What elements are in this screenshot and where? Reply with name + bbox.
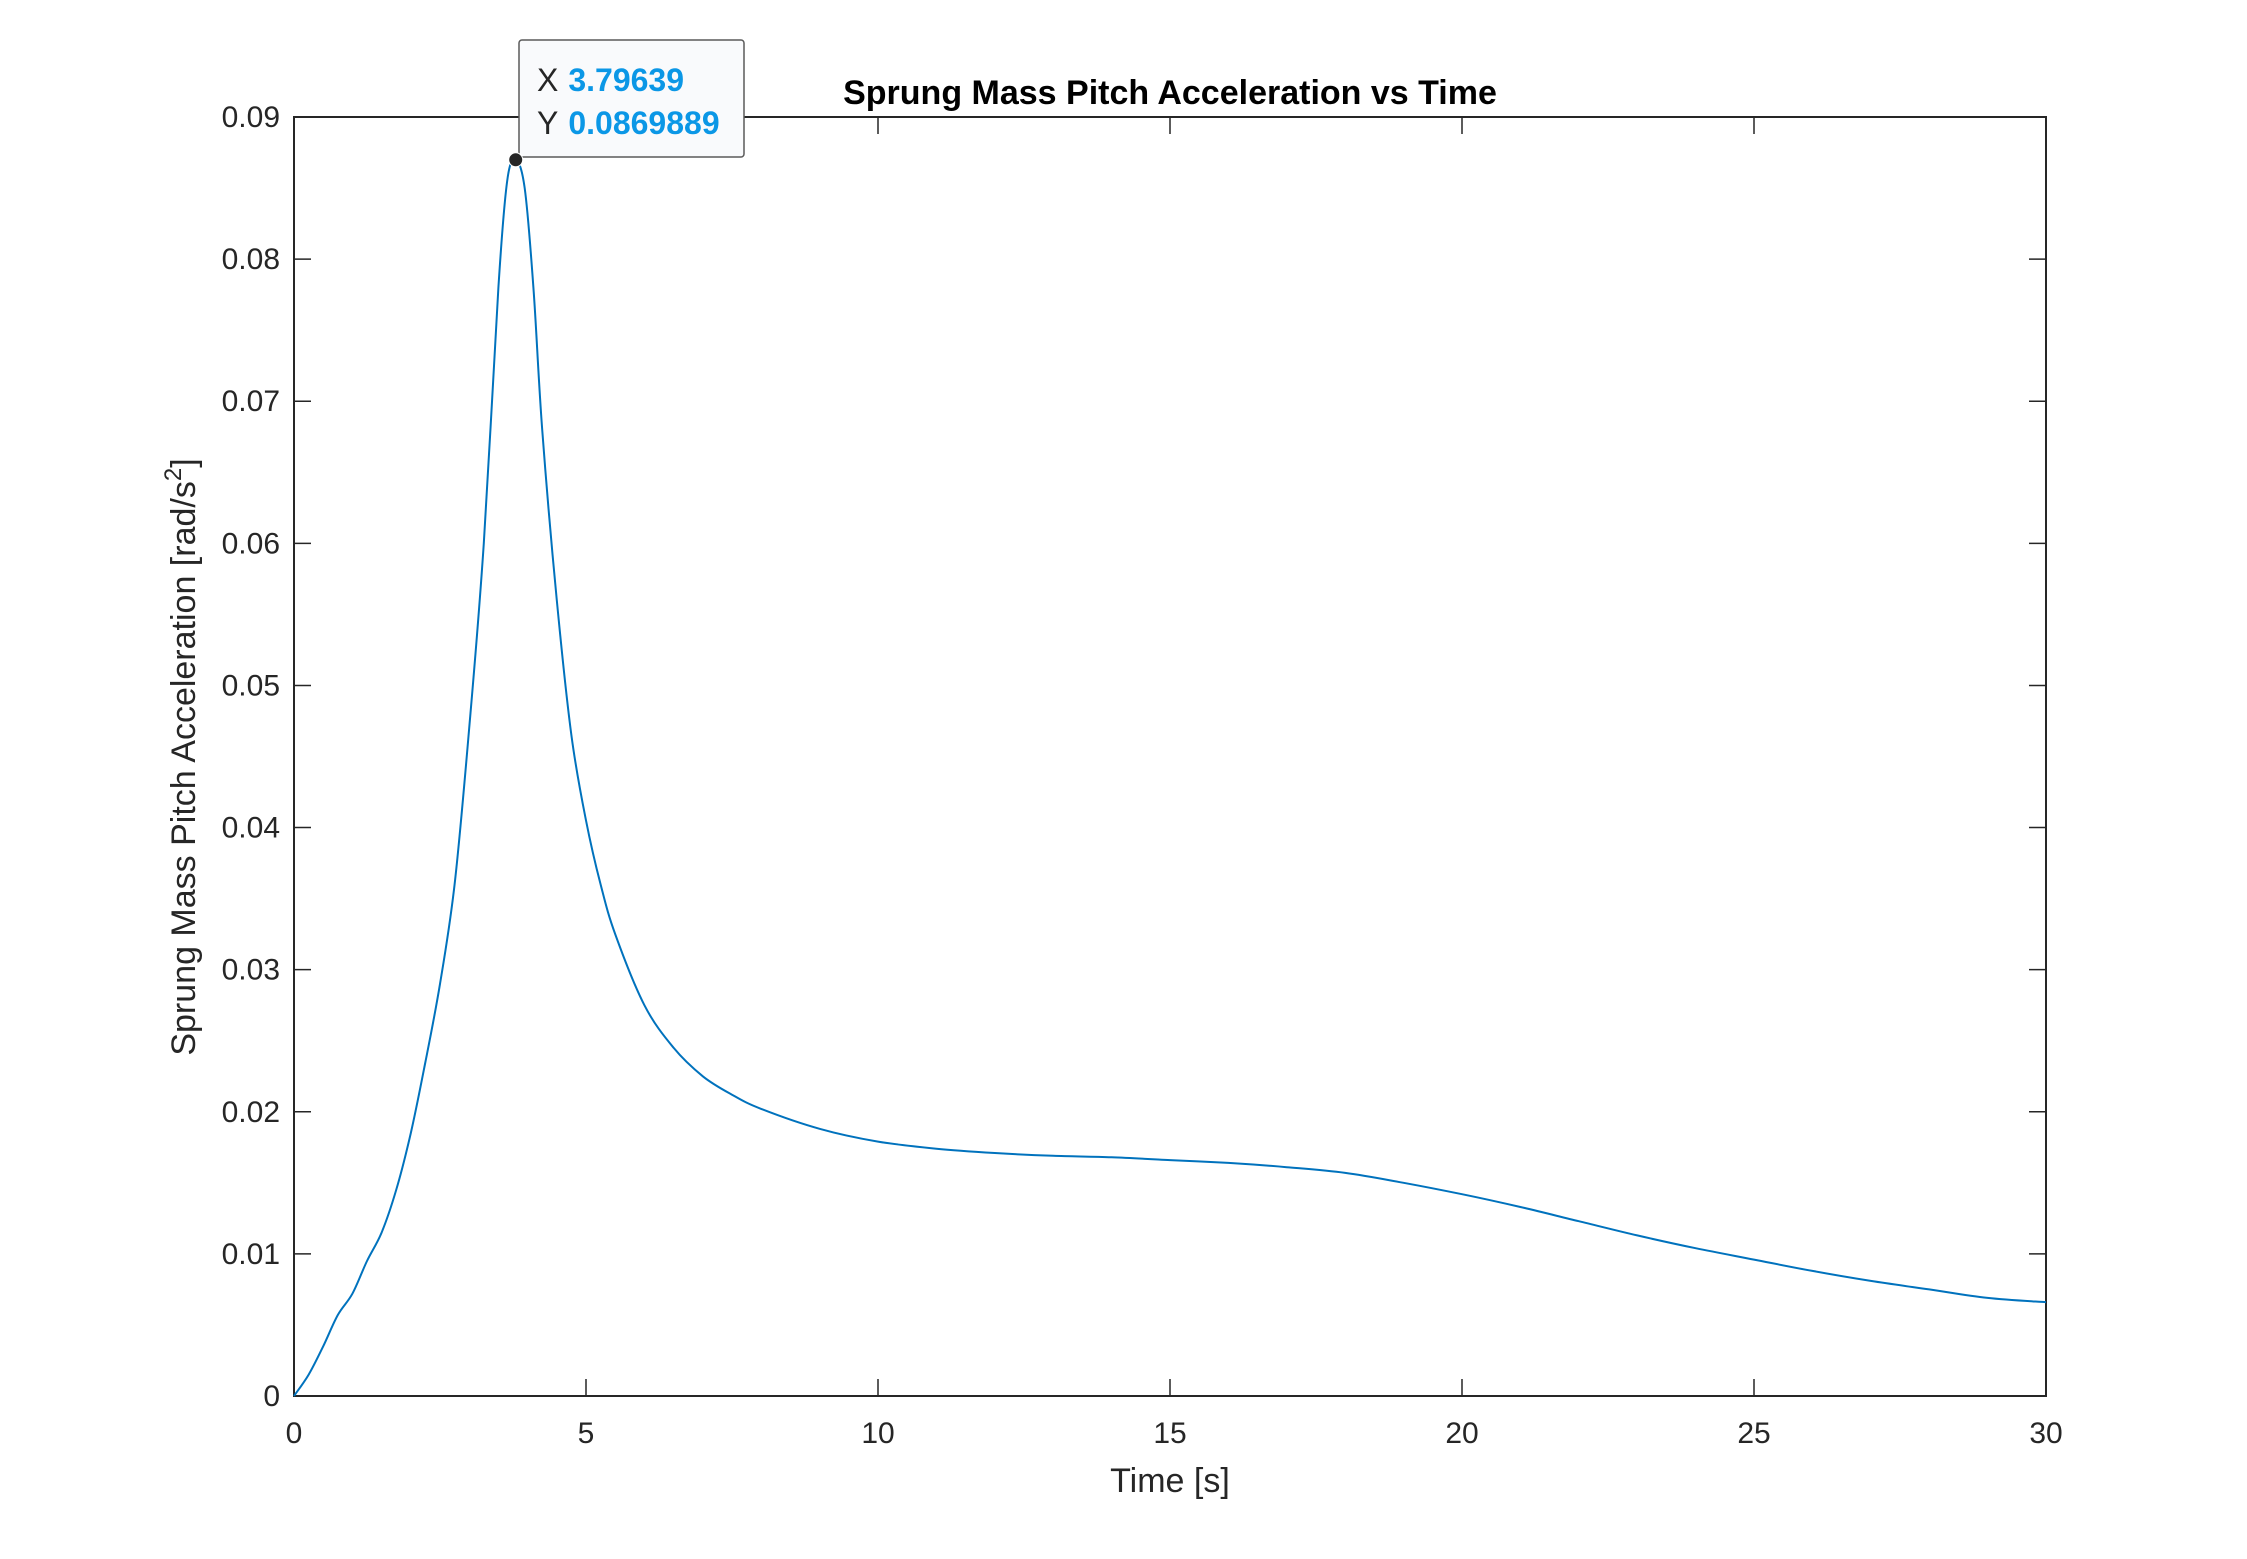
y-axis-label-superscript: 2 [160,468,187,481]
datatip-x-row: X 3.79639 [537,62,684,98]
datatip-y-key: Y [537,105,558,141]
y-axis-label-suffix: ] [165,458,203,467]
y-tick-label: 0.05 [222,669,280,702]
y-tick-label: 0.09 [222,101,280,134]
series-line [293,158,2047,1397]
y-tick-label: 0.02 [222,1096,280,1129]
x-tick-label: 0 [286,1417,303,1450]
datatip[interactable]: X 3.79639 Y 0.0869889 [518,39,745,158]
x-axis-label: Time [s] [1110,1462,1230,1500]
y-tick-label: 0.08 [222,243,280,276]
y-tick-label: 0.07 [222,385,280,418]
datatip-box [518,39,745,158]
y-tick-label: 0.03 [222,954,280,987]
datatip-y-row: Y 0.0869889 [537,105,720,141]
y-axis-label-text: Sprung Mass Pitch Acceleration [rad/s [165,481,203,1056]
axes-box [293,116,2047,1397]
datatip-y-value: 0.0869889 [568,105,719,141]
y-axis-ticks: 0 0.01 0.02 0.03 0.04 0.05 0.06 0.07 0.08 0.09 [222,101,2046,1413]
y-tick-label: 0.01 [222,1238,280,1271]
datatip-marker[interactable] [508,152,524,168]
x-tick-label: 25 [1737,1417,1770,1450]
x-tick-label: 5 [578,1417,595,1450]
x-axis-ticks: 0 5 10 15 20 25 30 [286,117,2063,1450]
x-tick-label: 15 [1153,1417,1186,1450]
x-tick-label: 30 [2029,1417,2062,1450]
y-axis-label: Sprung Mass Pitch Acceleration [rad/s2] [160,458,203,1055]
datatip-x-key: X [537,62,558,98]
datatip-x-value: 3.79639 [568,62,684,98]
y-tick-label: 0.06 [222,527,280,560]
y-tick-label: 0 [263,1380,280,1413]
chart-title: Sprung Mass Pitch Acceleration vs Time [843,74,1497,112]
y-tick-label: 0.04 [222,812,280,845]
x-tick-label: 10 [861,1417,894,1450]
x-tick-label: 20 [1445,1417,1478,1450]
plot-area: 0 5 10 15 20 25 30 0 0.01 0.02 0.03 0.04 0.05 0.06 0.… [222,101,2063,1450]
